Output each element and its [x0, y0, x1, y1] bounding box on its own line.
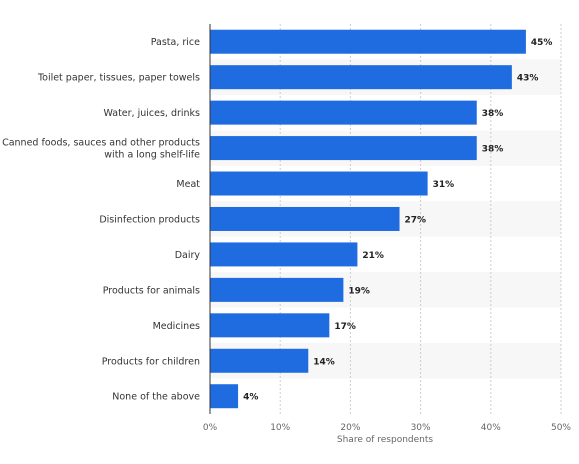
- category-label: Products for animals: [103, 285, 200, 296]
- category-label: Medicines: [153, 321, 200, 332]
- bar: [210, 384, 239, 409]
- value-label: 43%: [517, 74, 539, 84]
- category-label: Toilet paper, tissues, paper towels: [37, 73, 200, 84]
- x-tick-label: 0%: [203, 423, 218, 433]
- value-label: 27%: [405, 215, 427, 225]
- bar: [210, 29, 526, 54]
- category-label: None of the above: [112, 392, 200, 403]
- bar: [210, 313, 330, 338]
- bar: [210, 206, 400, 231]
- value-label: 4%: [243, 393, 258, 403]
- category-label: Disinfection products: [99, 214, 200, 225]
- bar: [210, 65, 512, 90]
- bar: [210, 242, 358, 267]
- value-label: 38%: [482, 145, 504, 155]
- value-label: 38%: [482, 109, 504, 119]
- x-tick-labels: 0% 10% 20% 30% 40% 50%: [203, 423, 572, 433]
- value-labels: 45% 43% 38% 38% 31% 27% 21% 19% 17% 14% 4%: [243, 38, 552, 403]
- bar: [210, 277, 344, 302]
- bar: [210, 171, 428, 196]
- category-label: Canned foods, sauces and other products w…: [2, 138, 200, 161]
- x-tick-label: 40%: [481, 423, 501, 433]
- x-tick-label: 10%: [270, 423, 290, 433]
- category-label: Meat: [176, 179, 200, 190]
- value-label: 19%: [348, 286, 370, 296]
- category-label: Products for children: [102, 356, 200, 367]
- x-tick-label: 20%: [340, 423, 360, 433]
- category-label: Pasta, rice: [151, 37, 200, 48]
- category-labels: Pasta, rice Toilet paper, tissues, paper …: [2, 37, 200, 403]
- x-tick-label: 50%: [551, 423, 571, 433]
- bars: [210, 29, 526, 409]
- bar: [210, 136, 477, 161]
- value-label: 17%: [334, 322, 356, 332]
- category-label: Water, juices, drinks: [103, 108, 200, 119]
- x-tick-label: 30%: [411, 423, 431, 433]
- value-label: 14%: [313, 357, 335, 367]
- category-label: Dairy: [175, 250, 201, 261]
- value-label: 31%: [433, 180, 455, 190]
- value-label: 21%: [362, 251, 384, 261]
- value-label: 45%: [531, 38, 553, 48]
- bar: [210, 100, 477, 125]
- x-axis-title: Share of respondents: [337, 435, 434, 445]
- bar: [210, 348, 309, 373]
